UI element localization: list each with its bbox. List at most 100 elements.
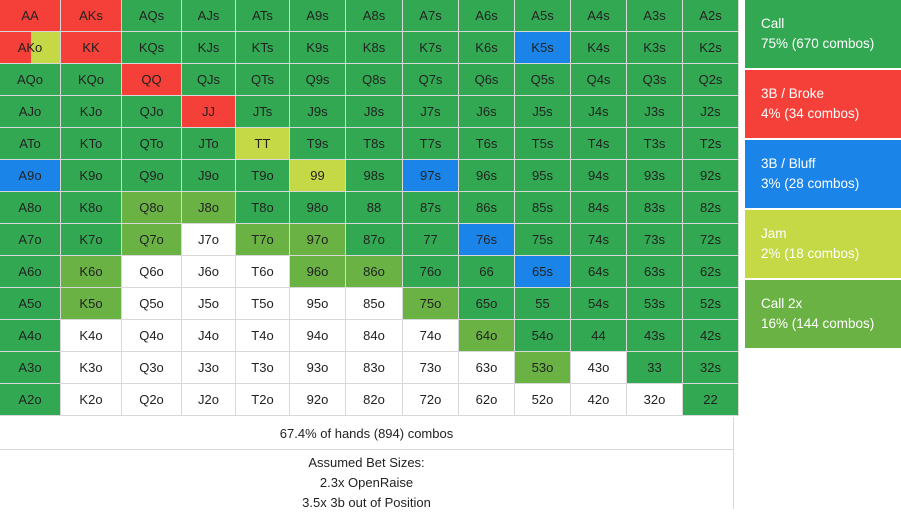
hand-cell-AKo[interactable]: AKo bbox=[0, 32, 61, 64]
hand-cell-K9s[interactable]: K9s bbox=[290, 32, 346, 64]
hand-cell-A5s[interactable]: A5s bbox=[515, 0, 571, 32]
hand-cell-94o[interactable]: 94o bbox=[290, 320, 346, 352]
hand-cell-A2o[interactable]: A2o bbox=[0, 384, 61, 416]
hand-cell-K3o[interactable]: K3o bbox=[61, 352, 122, 384]
hand-cell-A7o[interactable]: A7o bbox=[0, 224, 61, 256]
hand-cell-75s[interactable]: 75s bbox=[515, 224, 571, 256]
hand-cell-33[interactable]: 33 bbox=[627, 352, 683, 384]
hand-cell-K5o[interactable]: K5o bbox=[61, 288, 122, 320]
hand-cell-T7s[interactable]: T7s bbox=[403, 128, 459, 160]
hand-cell-97s[interactable]: 97s bbox=[403, 160, 459, 192]
hand-cell-32s[interactable]: 32s bbox=[683, 352, 739, 384]
hand-cell-64o[interactable]: 64o bbox=[459, 320, 515, 352]
hand-cell-T9s[interactable]: T9s bbox=[290, 128, 346, 160]
hand-cell-82o[interactable]: 82o bbox=[346, 384, 403, 416]
hand-cell-K5s[interactable]: K5s bbox=[515, 32, 571, 64]
hand-cell-J4o[interactable]: J4o bbox=[182, 320, 236, 352]
hand-cell-KTo[interactable]: KTo bbox=[61, 128, 122, 160]
hand-cell-63o[interactable]: 63o bbox=[459, 352, 515, 384]
hand-cell-Q6o[interactable]: Q6o bbox=[122, 256, 182, 288]
hand-cell-K8o[interactable]: K8o bbox=[61, 192, 122, 224]
hand-cell-K9o[interactable]: K9o bbox=[61, 160, 122, 192]
hand-cell-J6s[interactable]: J6s bbox=[459, 96, 515, 128]
hand-cell-A6o[interactable]: A6o bbox=[0, 256, 61, 288]
hand-cell-A9o[interactable]: A9o bbox=[0, 160, 61, 192]
legend-item-3b-broke[interactable]: 3B / Broke 4% (34 combos) bbox=[745, 70, 901, 138]
hand-cell-JTo[interactable]: JTo bbox=[182, 128, 236, 160]
hand-cell-QJo[interactable]: QJo bbox=[122, 96, 182, 128]
hand-cell-74o[interactable]: 74o bbox=[403, 320, 459, 352]
hand-cell-T6s[interactable]: T6s bbox=[459, 128, 515, 160]
hand-cell-75o[interactable]: 75o bbox=[403, 288, 459, 320]
legend-item-call[interactable]: Call 75% (670 combos) bbox=[745, 0, 901, 68]
hand-cell-84o[interactable]: 84o bbox=[346, 320, 403, 352]
hand-cell-87s[interactable]: 87s bbox=[403, 192, 459, 224]
hand-cell-Q2s[interactable]: Q2s bbox=[683, 64, 739, 96]
hand-cell-KK[interactable]: KK bbox=[61, 32, 122, 64]
hand-cell-T2s[interactable]: T2s bbox=[683, 128, 739, 160]
hand-cell-KJs[interactable]: KJs bbox=[182, 32, 236, 64]
hand-cell-J9s[interactable]: J9s bbox=[290, 96, 346, 128]
hand-cell-76o[interactable]: 76o bbox=[403, 256, 459, 288]
hand-cell-K3s[interactable]: K3s bbox=[627, 32, 683, 64]
hand-cell-J6o[interactable]: J6o bbox=[182, 256, 236, 288]
hand-cell-AA[interactable]: AA bbox=[0, 0, 61, 32]
hand-cell-AQo[interactable]: AQo bbox=[0, 64, 61, 96]
hand-cell-AQs[interactable]: AQs bbox=[122, 0, 182, 32]
hand-cell-Q3o[interactable]: Q3o bbox=[122, 352, 182, 384]
hand-cell-Q3s[interactable]: Q3s bbox=[627, 64, 683, 96]
hand-cell-94s[interactable]: 94s bbox=[571, 160, 627, 192]
hand-cell-Q7o[interactable]: Q7o bbox=[122, 224, 182, 256]
hand-cell-95s[interactable]: 95s bbox=[515, 160, 571, 192]
hand-cell-83o[interactable]: 83o bbox=[346, 352, 403, 384]
hand-cell-98o[interactable]: 98o bbox=[290, 192, 346, 224]
hand-cell-62s[interactable]: 62s bbox=[683, 256, 739, 288]
hand-cell-A8o[interactable]: A8o bbox=[0, 192, 61, 224]
hand-cell-J3o[interactable]: J3o bbox=[182, 352, 236, 384]
hand-cell-AJo[interactable]: AJo bbox=[0, 96, 61, 128]
hand-cell-J8o[interactable]: J8o bbox=[182, 192, 236, 224]
hand-cell-J4s[interactable]: J4s bbox=[571, 96, 627, 128]
hand-cell-Q4s[interactable]: Q4s bbox=[571, 64, 627, 96]
hand-cell-A7s[interactable]: A7s bbox=[403, 0, 459, 32]
hand-cell-85s[interactable]: 85s bbox=[515, 192, 571, 224]
hand-cell-J7s[interactable]: J7s bbox=[403, 96, 459, 128]
hand-cell-A4s[interactable]: A4s bbox=[571, 0, 627, 32]
hand-cell-T9o[interactable]: T9o bbox=[236, 160, 290, 192]
hand-cell-98s[interactable]: 98s bbox=[346, 160, 403, 192]
hand-cell-Q7s[interactable]: Q7s bbox=[403, 64, 459, 96]
hand-cell-84s[interactable]: 84s bbox=[571, 192, 627, 224]
hand-cell-72o[interactable]: 72o bbox=[403, 384, 459, 416]
hand-cell-AKs[interactable]: AKs bbox=[61, 0, 122, 32]
hand-cell-Q5s[interactable]: Q5s bbox=[515, 64, 571, 96]
hand-cell-A2s[interactable]: A2s bbox=[683, 0, 739, 32]
hand-cell-T8o[interactable]: T8o bbox=[236, 192, 290, 224]
hand-cell-Q8s[interactable]: Q8s bbox=[346, 64, 403, 96]
hand-cell-42s[interactable]: 42s bbox=[683, 320, 739, 352]
hand-cell-T5s[interactable]: T5s bbox=[515, 128, 571, 160]
hand-cell-A3s[interactable]: A3s bbox=[627, 0, 683, 32]
hand-cell-T5o[interactable]: T5o bbox=[236, 288, 290, 320]
hand-cell-83s[interactable]: 83s bbox=[627, 192, 683, 224]
hand-cell-T4o[interactable]: T4o bbox=[236, 320, 290, 352]
hand-cell-ATo[interactable]: ATo bbox=[0, 128, 61, 160]
hand-cell-63s[interactable]: 63s bbox=[627, 256, 683, 288]
hand-cell-KQs[interactable]: KQs bbox=[122, 32, 182, 64]
hand-cell-73s[interactable]: 73s bbox=[627, 224, 683, 256]
hand-cell-A9s[interactable]: A9s bbox=[290, 0, 346, 32]
hand-cell-QJs[interactable]: QJs bbox=[182, 64, 236, 96]
hand-cell-77[interactable]: 77 bbox=[403, 224, 459, 256]
hand-cell-K6s[interactable]: K6s bbox=[459, 32, 515, 64]
hand-cell-Q4o[interactable]: Q4o bbox=[122, 320, 182, 352]
hand-cell-93o[interactable]: 93o bbox=[290, 352, 346, 384]
hand-cell-T6o[interactable]: T6o bbox=[236, 256, 290, 288]
hand-cell-T2o[interactable]: T2o bbox=[236, 384, 290, 416]
hand-cell-K2s[interactable]: K2s bbox=[683, 32, 739, 64]
hand-cell-97o[interactable]: 97o bbox=[290, 224, 346, 256]
hand-cell-93s[interactable]: 93s bbox=[627, 160, 683, 192]
hand-cell-92o[interactable]: 92o bbox=[290, 384, 346, 416]
hand-cell-A5o[interactable]: A5o bbox=[0, 288, 61, 320]
hand-cell-Q6s[interactable]: Q6s bbox=[459, 64, 515, 96]
hand-cell-K8s[interactable]: K8s bbox=[346, 32, 403, 64]
hand-cell-J3s[interactable]: J3s bbox=[627, 96, 683, 128]
